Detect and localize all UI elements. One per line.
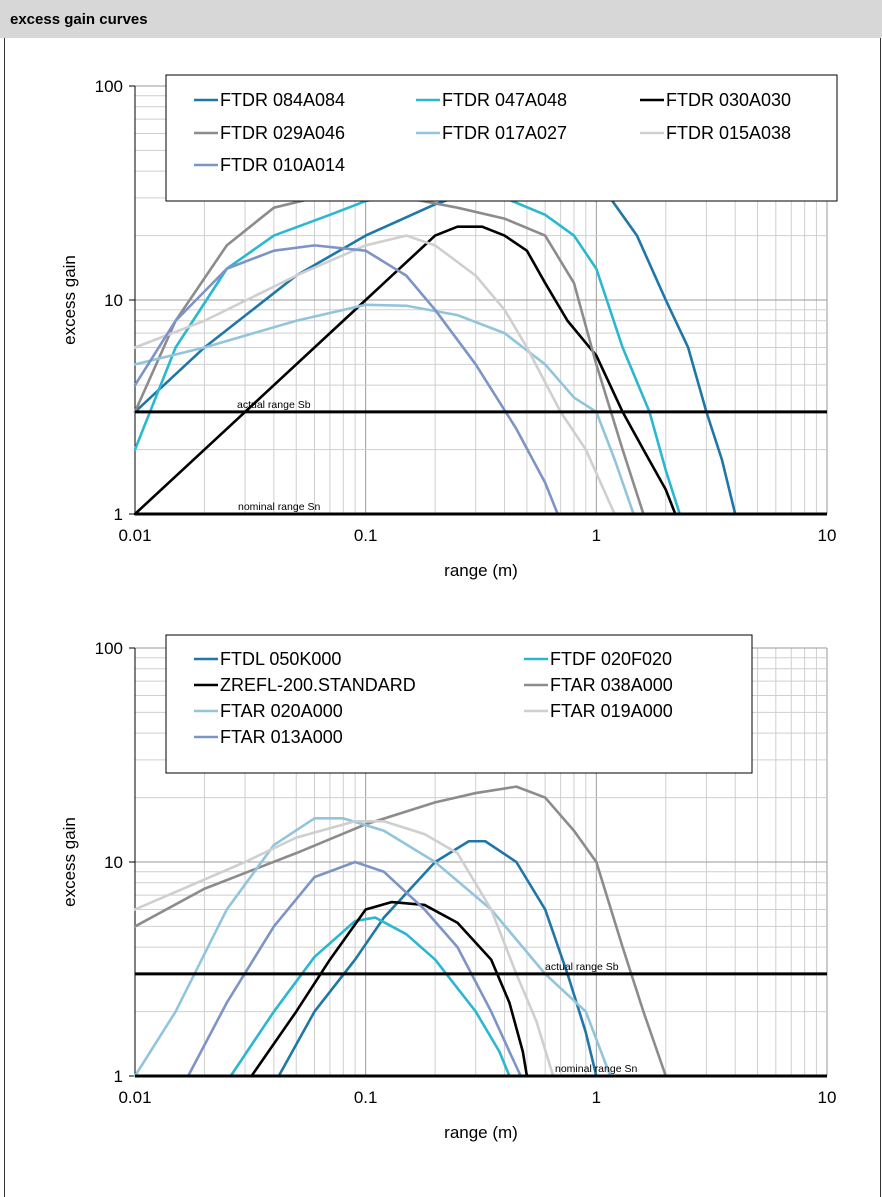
series-line-5: [133, 234, 616, 516]
legend-label-5: FTAR 019A000: [550, 701, 673, 721]
legend-label-6: FTDR 010A014: [220, 155, 345, 175]
series-line-2: [250, 900, 529, 1078]
series-line-6: [133, 244, 559, 516]
legend-label-3: FTDR 029A046: [220, 123, 345, 143]
series-line-5: [133, 819, 555, 1078]
legend-label-4: FTDR 017A027: [442, 123, 567, 143]
legend-label-4: FTAR 020A000: [220, 701, 343, 721]
legend-box: [165, 634, 753, 774]
x-tick-label: 1: [592, 1088, 601, 1107]
reference-label-0: actual range Sb: [545, 961, 619, 973]
y-tick-label: 1: [114, 505, 123, 524]
reference-label-1: nominal range Sn: [555, 1063, 637, 1075]
series-line-3: [133, 785, 668, 1078]
y-tick-label: 10: [104, 291, 123, 310]
legend-label-6: FTAR 013A000: [220, 727, 343, 747]
x-tick-label: 10: [818, 526, 837, 545]
section-title: excess gain curves: [10, 10, 148, 28]
legend-label-0: FTDL 050K000: [220, 649, 341, 669]
charts-panel: 0.01 0.1 1 10 1 10 100 range (m) excess gain actu…: [4, 38, 881, 1197]
series-line-4: [133, 817, 612, 1078]
series-line-3: [133, 196, 645, 516]
y-axis-title: excess gain: [60, 817, 79, 907]
legend: FTDL 050K000 FTDF 020F020 ZREFL-200.STANDA…: [165, 634, 753, 774]
series-line-0: [277, 839, 598, 1078]
legend-label-1: FTDR 047A048: [442, 90, 567, 110]
legend-label-1: FTDF 020F020: [550, 649, 672, 669]
x-tick-label: 0.1: [354, 526, 378, 545]
legend-label-2: ZREFL-200.STANDARD: [220, 675, 416, 695]
series-line-4: [133, 303, 635, 516]
legend: FTDR 084A084 FTDR 047A048 FTDR 030A030 FTDR…: [165, 74, 838, 202]
y-tick-label: 10: [104, 853, 123, 872]
x-tick-label: 0.1: [354, 1088, 378, 1107]
series-line-1: [229, 916, 511, 1078]
series-line-2: [133, 225, 677, 516]
reference-label-1: nominal range Sn: [238, 501, 320, 513]
excess-gain-chart-top: 0.01 0.1 1 10 1 10 100 range (m) excess gain actu…: [60, 74, 838, 580]
legend-label-5: FTDR 015A038: [666, 123, 791, 143]
series-line-6: [186, 860, 522, 1078]
y-tick-label: 100: [95, 77, 123, 96]
y-tick-label: 1: [114, 1067, 123, 1086]
excess-gain-chart-bottom: 0.01 0.1 1 10 1 10 100 range (m) excess gain actu…: [60, 634, 837, 1142]
x-tick-label: 10: [818, 1088, 837, 1107]
x-axis-title: range (m): [444, 561, 518, 580]
x-tick-label: 0.01: [118, 526, 151, 545]
y-axis-title: excess gain: [60, 255, 79, 345]
legend-label-2: FTDR 030A030: [666, 90, 791, 110]
section-header: excess gain curves: [0, 0, 882, 38]
legend-box: [165, 74, 838, 202]
x-tick-label: 1: [592, 526, 601, 545]
legend-label-0: FTDR 084A084: [220, 90, 345, 110]
legend-label-3: FTAR 038A000: [550, 675, 673, 695]
x-axis-title: range (m): [444, 1123, 518, 1142]
reference-label-0: actual range Sb: [237, 399, 311, 411]
x-tick-label: 0.01: [118, 1088, 151, 1107]
y-tick-label: 100: [95, 639, 123, 658]
